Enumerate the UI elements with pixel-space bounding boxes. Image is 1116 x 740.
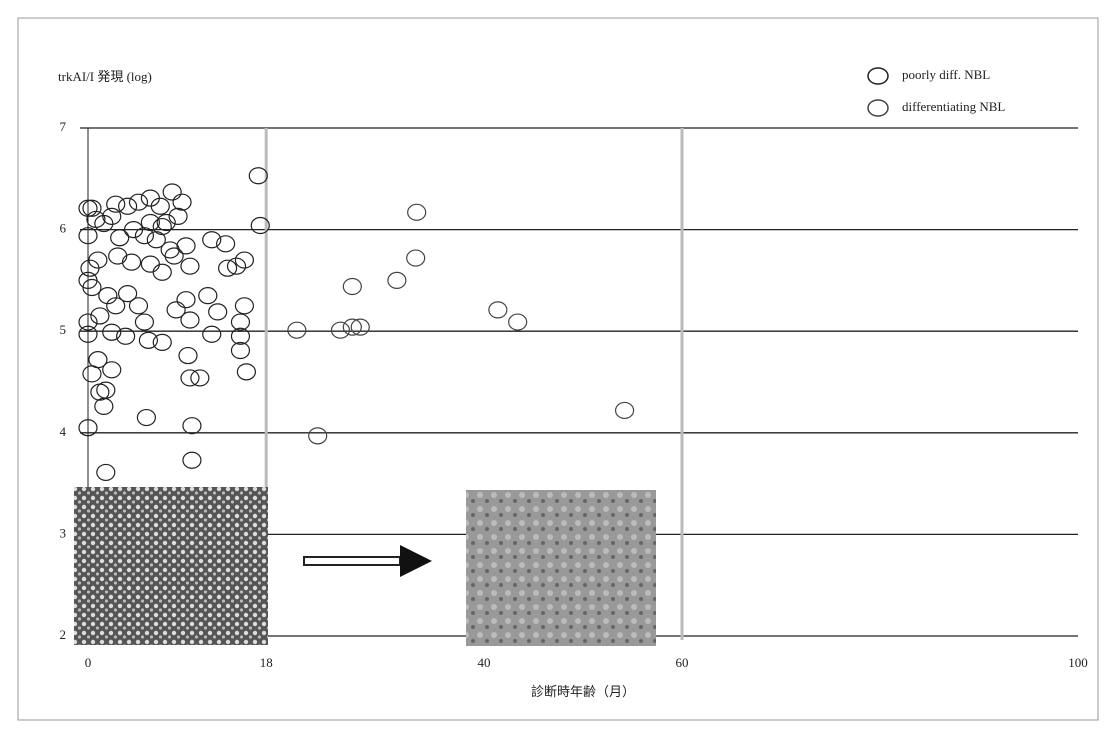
x-tick-label: 60 (676, 655, 689, 670)
point (343, 319, 361, 335)
y-tick-label: 4 (60, 424, 67, 439)
point (83, 200, 101, 216)
point (331, 322, 349, 338)
legend-label: differentiating NBL (902, 99, 1005, 114)
point (209, 304, 227, 320)
point (97, 382, 115, 398)
point (309, 428, 327, 444)
arrow-shaft (304, 557, 400, 565)
point (153, 334, 171, 350)
point (231, 343, 249, 359)
point (173, 194, 191, 210)
point (489, 302, 507, 318)
point (153, 219, 171, 235)
y-tick-label: 2 (60, 627, 67, 642)
point (288, 322, 306, 338)
point (141, 190, 159, 206)
micrograph-poorly (74, 487, 268, 645)
point (235, 298, 253, 314)
point (95, 398, 113, 414)
point (249, 168, 267, 184)
point (163, 184, 181, 200)
x-tick-label: 18 (260, 655, 273, 670)
point (129, 194, 147, 210)
point (181, 312, 199, 328)
point (407, 250, 425, 266)
legend-label: poorly diff. NBL (902, 67, 990, 82)
point (231, 314, 249, 330)
point (235, 252, 253, 268)
point (103, 362, 121, 378)
point (203, 326, 221, 342)
point (191, 370, 209, 386)
y-tick-label: 3 (60, 525, 67, 540)
point (183, 418, 201, 434)
point (351, 319, 369, 335)
point (83, 366, 101, 382)
point (237, 364, 255, 380)
point (111, 230, 129, 246)
point (165, 248, 183, 264)
micrographs (74, 487, 656, 646)
point (141, 256, 159, 272)
point (137, 410, 155, 426)
point (179, 348, 197, 364)
point (181, 370, 199, 386)
point (153, 264, 171, 280)
point (408, 204, 426, 220)
point (97, 464, 115, 480)
point (509, 314, 527, 330)
x-tick-label: 0 (85, 655, 92, 670)
point (199, 288, 217, 304)
y-tick-label: 7 (60, 119, 67, 134)
legend-marker (868, 68, 888, 84)
x-axis-label: 診断時年齢（月） (531, 684, 635, 699)
point (123, 254, 141, 270)
x-tick-label: 40 (478, 655, 491, 670)
point (135, 314, 153, 330)
point (177, 292, 195, 308)
point (119, 198, 137, 214)
y-tick-label: 6 (60, 221, 67, 236)
point (181, 258, 199, 274)
page: {"chart_data": {"type": "scatter", "y_la… (0, 0, 1116, 740)
point (109, 248, 127, 264)
point (177, 238, 195, 254)
point (616, 402, 634, 418)
y-axis-label: trkAI/I 発現 (log) (58, 69, 152, 84)
chart: trkAI/I 発現 (log) 診断時年齢（月） 2 3 4 5 6 7 0 18 40 60 1… (0, 0, 1116, 740)
point (151, 198, 169, 214)
point (161, 242, 179, 258)
x-tick-label: 100 (1068, 655, 1088, 670)
micrograph-differentiating (466, 490, 656, 646)
legend-marker (868, 100, 888, 116)
point (343, 278, 361, 294)
y-tick-label: 5 (60, 322, 67, 337)
point (183, 452, 201, 468)
arrow-head (400, 545, 432, 577)
point (388, 272, 406, 288)
point (129, 298, 147, 314)
